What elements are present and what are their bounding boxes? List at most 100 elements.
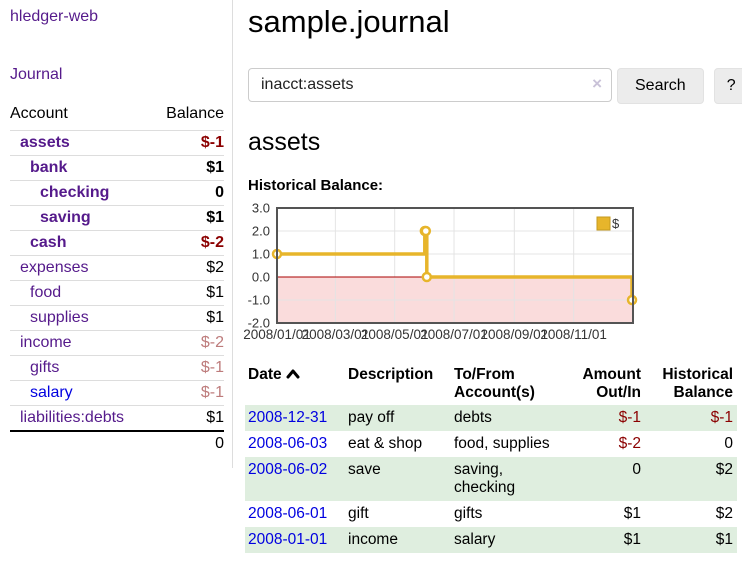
sidebar-account-link[interactable]: assets bbox=[20, 134, 70, 151]
svg-text:2008/09/01: 2008/09/01 bbox=[481, 327, 549, 342]
account-row: supplies $1 bbox=[10, 305, 224, 331]
account-balance: $1 bbox=[152, 405, 224, 431]
transaction-row: 2008-06-02 save saving, checking 0 $2 bbox=[245, 457, 737, 501]
account-row: salary $-1 bbox=[10, 380, 224, 406]
transaction-row: 2008-01-01 income salary $1 $1 bbox=[245, 527, 737, 553]
account-row: bank $1 bbox=[10, 155, 224, 181]
sidebar-account-link[interactable]: income bbox=[20, 334, 72, 351]
register-header-balance: Historical Balance bbox=[662, 366, 733, 401]
transaction-description: eat & shop bbox=[348, 435, 423, 452]
svg-text:2008/05/01: 2008/05/01 bbox=[361, 327, 429, 342]
account-balance: $2 bbox=[152, 255, 224, 281]
register-header-amount: Amount Out/In bbox=[582, 366, 641, 401]
sidebar-account-link[interactable]: liabilities:debts bbox=[20, 409, 125, 426]
register-table: Date Description To/From Account(s) Amou… bbox=[245, 363, 737, 553]
sidebar-account-link[interactable]: food bbox=[30, 284, 62, 301]
transaction-balance: $-1 bbox=[710, 409, 733, 426]
transaction-description: income bbox=[348, 531, 398, 548]
clear-search-icon[interactable]: × bbox=[592, 74, 602, 93]
svg-text:$: $ bbox=[612, 216, 620, 231]
svg-text:2008/11/01: 2008/11/01 bbox=[540, 327, 607, 342]
register-header-row: Date Description To/From Account(s) Amou… bbox=[245, 363, 737, 405]
register-header-accounts: To/From Account(s) bbox=[454, 366, 535, 401]
account-row: liabilities:debts $1 bbox=[10, 405, 224, 431]
search-form: × Search ? bbox=[248, 68, 742, 104]
sidebar-account-link[interactable]: bank bbox=[30, 159, 68, 176]
svg-text:3.0: 3.0 bbox=[252, 201, 270, 216]
account-balance: $-1 bbox=[152, 130, 224, 156]
account-balance: $-2 bbox=[152, 330, 224, 356]
account-balance: $-1 bbox=[152, 355, 224, 381]
sidebar-account-link[interactable]: checking bbox=[40, 184, 110, 201]
account-balance: $1 bbox=[152, 205, 224, 231]
transaction-accounts: saving, checking bbox=[454, 461, 516, 496]
accounts-total-value: 0 bbox=[152, 430, 224, 456]
sidebar-account-link[interactable]: cash bbox=[30, 234, 67, 251]
search-input-wrap: × bbox=[248, 68, 612, 104]
sidebar-account-link[interactable]: supplies bbox=[30, 309, 89, 326]
account-balance: $-1 bbox=[152, 380, 224, 406]
search-input[interactable] bbox=[248, 68, 612, 102]
main-content: sample.journal × Search ? assets Histori… bbox=[233, 0, 742, 553]
transaction-date-link[interactable]: 2008-06-02 bbox=[248, 461, 328, 478]
account-row: checking 0 bbox=[10, 180, 224, 206]
svg-text:1.0: 1.0 bbox=[252, 247, 270, 262]
page: hledger-web Journal Account Balance asse… bbox=[0, 0, 742, 553]
search-button[interactable]: Search bbox=[617, 68, 704, 104]
transaction-balance: $1 bbox=[715, 531, 733, 548]
account-row: expenses $2 bbox=[10, 255, 224, 281]
transaction-date-link[interactable]: 2008-01-01 bbox=[248, 531, 328, 548]
transaction-balance: 0 bbox=[724, 435, 733, 452]
transaction-description: pay off bbox=[348, 409, 395, 426]
app-title-link[interactable]: hledger-web bbox=[10, 8, 99, 25]
transaction-accounts: debts bbox=[454, 409, 492, 426]
account-balance: $1 bbox=[152, 305, 224, 331]
transaction-row: 2008-12-31 pay off debts $-1 $-1 bbox=[245, 405, 737, 431]
sidebar-account-link[interactable]: salary bbox=[30, 384, 73, 401]
page-title: sample.journal bbox=[248, 4, 450, 39]
transaction-amount: 0 bbox=[632, 461, 641, 478]
account-row: food $1 bbox=[10, 280, 224, 306]
register-header-description: Description bbox=[348, 366, 434, 383]
sidebar-account-link[interactable]: saving bbox=[40, 209, 91, 226]
sidebar: hledger-web Journal Account Balance asse… bbox=[0, 0, 233, 468]
account-balance: $1 bbox=[152, 155, 224, 181]
transaction-date-link[interactable]: 2008-06-03 bbox=[248, 435, 328, 452]
account-row: saving $1 bbox=[10, 205, 224, 231]
svg-text:-1.0: -1.0 bbox=[248, 293, 270, 308]
sidebar-account-link[interactable]: gifts bbox=[30, 359, 60, 376]
sort-ascending-icon bbox=[286, 369, 300, 379]
account-row: cash $-2 bbox=[10, 230, 224, 256]
svg-text:2008/03/01: 2008/03/01 bbox=[302, 327, 370, 342]
account-balance: $1 bbox=[152, 280, 224, 306]
transaction-description: gift bbox=[348, 505, 369, 522]
svg-text:2008/01/01: 2008/01/01 bbox=[243, 327, 311, 342]
accounts-header-balance: Balance bbox=[166, 105, 224, 122]
account-row: assets $-1 bbox=[10, 130, 224, 156]
account-row: gifts $-1 bbox=[10, 355, 224, 381]
accounts-total-spacer bbox=[10, 430, 152, 456]
sidebar-account-link[interactable]: expenses bbox=[20, 259, 89, 276]
chart-label: Historical Balance: bbox=[248, 177, 384, 194]
transaction-amount: $-1 bbox=[618, 409, 641, 426]
transaction-balance: $2 bbox=[715, 461, 733, 478]
accounts-table: Account Balance assets $-1 bank $1 checking 0… bbox=[10, 102, 224, 456]
accounts-total-row: 0 bbox=[10, 430, 224, 456]
transaction-amount: $-2 bbox=[618, 435, 641, 452]
svg-text:2.0: 2.0 bbox=[252, 224, 270, 239]
transaction-row: 2008-06-03 eat & shop food, supplies $-2 0 bbox=[245, 431, 737, 457]
transaction-amount: $1 bbox=[623, 505, 641, 522]
transaction-date-link[interactable]: 2008-12-31 bbox=[248, 409, 328, 426]
svg-text:-2.0: -2.0 bbox=[248, 316, 270, 331]
sidebar-item-journal[interactable]: Journal bbox=[10, 66, 63, 83]
transaction-amount: $1 bbox=[623, 531, 641, 548]
help-button[interactable]: ? bbox=[713, 68, 742, 104]
transaction-description: save bbox=[348, 461, 381, 478]
transaction-date-link[interactable]: 2008-06-01 bbox=[248, 505, 328, 522]
transaction-accounts: salary bbox=[454, 531, 496, 548]
transaction-accounts: gifts bbox=[454, 505, 483, 522]
transaction-balance: $2 bbox=[715, 505, 733, 522]
svg-text:0.0: 0.0 bbox=[252, 270, 270, 285]
register-header-date[interactable]: Date bbox=[245, 363, 345, 405]
account-balance: $-2 bbox=[152, 230, 224, 256]
